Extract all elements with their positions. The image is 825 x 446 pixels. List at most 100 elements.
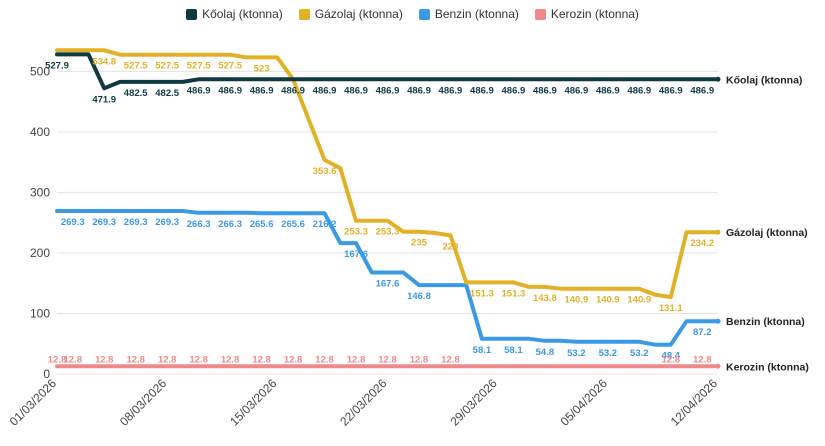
series-line — [55, 48, 720, 300]
data-label: 527.5 — [124, 61, 148, 72]
data-label: 143.8 — [533, 293, 557, 304]
data-label: 167.6 — [376, 279, 400, 290]
series-line — [55, 209, 720, 347]
data-label: 12.8 — [410, 354, 429, 365]
x-tick-label: 01/03/2026 — [7, 376, 60, 429]
series-end-point — [715, 229, 721, 235]
data-label: 12.8 — [221, 354, 240, 365]
data-label: 269.3 — [124, 217, 148, 228]
data-label: 12.8 — [252, 354, 271, 365]
data-label: 234.2 — [690, 238, 714, 249]
data-label: 527.5 — [187, 61, 211, 72]
x-tick-label: 12/04/2026 — [668, 376, 721, 429]
data-label: 54.8 — [536, 347, 555, 358]
data-label: 58.1 — [473, 345, 492, 356]
x-tick-label: 15/03/2026 — [227, 376, 280, 429]
data-label: 523 — [254, 63, 270, 74]
legend-label-benzin: Benzin (ktonna) — [434, 7, 519, 21]
data-label: 229 — [443, 241, 459, 252]
series-end-point — [715, 76, 721, 82]
data-label: 266.3 — [187, 219, 211, 230]
legend-label-koolaj: Kőolaj (ktonna) — [202, 7, 283, 21]
legend-item-koolaj[interactable]: Kőolaj (ktonna) — [186, 7, 283, 21]
data-label: 486.9 — [407, 85, 431, 96]
data-label: 269.3 — [92, 217, 116, 228]
data-label: 12.8 — [378, 354, 397, 365]
y-tick-label: 200 — [30, 246, 50, 260]
data-label: 534.8 — [92, 56, 116, 67]
data-label: 482.5 — [124, 88, 148, 99]
data-label: 146.8 — [407, 291, 431, 302]
data-label: 87.2 — [693, 327, 712, 338]
legend-swatch-kerozin — [534, 8, 546, 20]
data-label: 269.3 — [155, 217, 179, 228]
x-tick-label: 05/04/2026 — [558, 376, 611, 429]
data-label: 12.8 — [126, 354, 145, 365]
data-label: 486.9 — [281, 85, 305, 96]
series-end-label: Benzin (ktonna) — [726, 316, 805, 328]
y-tick-label: 100 — [30, 306, 50, 320]
data-label: 12.8 — [284, 354, 303, 365]
data-label: 167.6 — [344, 249, 368, 260]
data-label: 486.9 — [659, 85, 683, 96]
data-label: 486.9 — [187, 85, 211, 96]
data-label: 265.6 — [250, 219, 274, 230]
y-tick-label: 300 — [30, 185, 50, 199]
y-tick-label: 0 — [43, 367, 50, 381]
data-label: 527.5 — [218, 61, 242, 72]
data-label: 12.8 — [158, 354, 177, 365]
data-label: 53.2 — [599, 348, 618, 359]
data-label: 486.9 — [439, 85, 463, 96]
data-label: 353.6 — [313, 166, 337, 177]
data-label: 151.3 — [470, 288, 494, 299]
data-label: 140.9 — [627, 295, 651, 306]
data-label: 486.9 — [344, 85, 368, 96]
data-label: 12.8 — [48, 354, 67, 365]
series-end-point — [715, 318, 721, 324]
legend-label-kerozin: Kerozin (ktonna) — [550, 7, 639, 21]
data-label: 486.9 — [533, 85, 557, 96]
data-label: 486.9 — [218, 85, 242, 96]
data-label: 486.9 — [470, 85, 494, 96]
legend-item-kerozin[interactable]: Kerozin (ktonna) — [534, 7, 639, 21]
series-line — [55, 52, 720, 91]
data-label: 486.9 — [313, 85, 337, 96]
data-label: 140.9 — [564, 295, 588, 306]
data-label: 486.9 — [690, 85, 714, 96]
data-label: 269.3 — [61, 217, 85, 228]
data-label: 235 — [411, 238, 428, 249]
data-label: 482.5 — [155, 88, 179, 99]
data-label: 265.6 — [281, 219, 305, 230]
series-end-label: Kőolaj (ktonna) — [726, 74, 802, 86]
data-label: 151.3 — [502, 288, 526, 299]
legend-swatch-gazolaj — [298, 8, 310, 20]
data-label: 12.8 — [347, 354, 366, 365]
data-label: 471.9 — [92, 94, 116, 105]
data-label: 486.9 — [502, 85, 526, 96]
data-label: 216.2 — [313, 219, 337, 230]
data-label: 486.9 — [376, 85, 400, 96]
legend-item-gazolaj[interactable]: Gázolaj (ktonna) — [298, 7, 403, 21]
series-end-point — [715, 363, 721, 369]
data-label: 12.8 — [441, 354, 460, 365]
data-label: 486.9 — [250, 85, 274, 96]
y-tick-label: 500 — [30, 64, 50, 78]
series-end-label: Gázolaj (ktonna) — [726, 227, 808, 239]
data-label: 486.9 — [596, 85, 620, 96]
legend-item-benzin[interactable]: Benzin (ktonna) — [418, 7, 519, 21]
data-label: 527.5 — [155, 61, 179, 72]
data-label: 131.1 — [659, 303, 683, 314]
data-label: 266.3 — [218, 219, 242, 230]
data-label: 12.8 — [63, 354, 82, 365]
legend-swatch-koolaj — [186, 8, 198, 20]
data-label: 527.9 — [45, 60, 69, 71]
data-label: 12.8 — [693, 354, 712, 365]
x-tick-label: 22/03/2026 — [337, 376, 390, 429]
x-tick-label: 29/03/2026 — [447, 376, 500, 429]
data-label: 253.3 — [376, 227, 400, 238]
data-label: 48.4 — [662, 351, 681, 362]
data-label: 12.8 — [662, 354, 681, 365]
legend-label-gazolaj: Gázolaj (ktonna) — [314, 7, 403, 21]
data-label: 486.9 — [627, 85, 651, 96]
